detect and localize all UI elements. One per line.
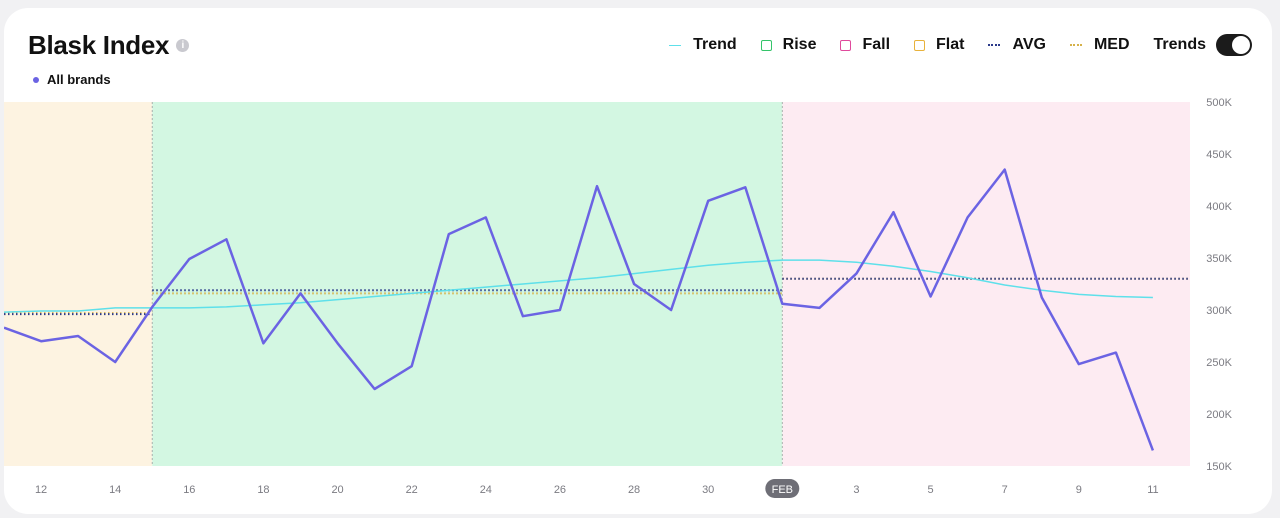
x-tick-label: 16 — [183, 484, 195, 496]
trends-toggle[interactable] — [1216, 34, 1252, 56]
legend-label-avg: AVG — [1012, 36, 1046, 53]
period-fall-area — [782, 102, 1190, 466]
trend-line-icon — [669, 44, 682, 46]
toggle-knob — [1232, 36, 1250, 54]
x-tick-label: FEB — [772, 484, 793, 496]
x-tick-label: 7 — [1002, 484, 1008, 496]
legend-item-fall[interactable]: Fall — [840, 36, 890, 54]
x-tick-label: 18 — [257, 484, 269, 496]
y-tick-label: 200K — [1206, 409, 1232, 421]
rise-box-icon — [760, 39, 772, 51]
x-tick-label: 14 — [109, 484, 121, 496]
x-tick-label: 3 — [853, 484, 859, 496]
med-dotted-line-icon — [1069, 44, 1082, 46]
x-tick-label: 26 — [554, 484, 566, 496]
line-chart: 500K 450K 400K 350K 300K 250K 200K 150K 12 14 16 18… — [4, 97, 1233, 498]
legend-item-trends-toggle[interactable]: Trends — [1154, 34, 1252, 56]
fall-box-icon — [840, 39, 852, 51]
legend-label-med: MED — [1093, 36, 1130, 53]
legend-label-trend: Trend — [693, 36, 737, 53]
avg-dotted-line-icon — [988, 44, 1001, 46]
x-tick-label: 28 — [628, 484, 640, 496]
brand-dot-icon — [33, 76, 39, 83]
x-tick-label: 24 — [480, 484, 492, 496]
x-tick-highlight — [765, 479, 800, 498]
flat-box-icon — [914, 39, 926, 51]
x-tick-label: 5 — [928, 484, 934, 496]
legend-item-trend[interactable]: Trend — [669, 36, 737, 54]
legend-item-rise[interactable]: Rise — [760, 36, 817, 54]
series-line-0 — [4, 168, 1155, 451]
legend-label-flat: Flat — [936, 36, 965, 53]
chart-title-text: Blask Index — [28, 30, 170, 60]
x-tick-label: 12 — [35, 484, 47, 496]
x-tick-label: 9 — [1076, 484, 1082, 496]
x-tick-label: 30 — [702, 484, 714, 496]
chart-card: Blask Index i All brands Trend Rise Fall… — [4, 8, 1272, 514]
x-tick-label: 20 — [331, 484, 343, 496]
y-tick-label: 450K — [1206, 149, 1232, 161]
chart-title: Blask Index i — [28, 30, 190, 61]
brand-label[interactable]: All brands — [33, 72, 111, 87]
y-tick-label: 400K — [1206, 201, 1232, 213]
legend-label-fall: Fall — [862, 36, 891, 53]
legend-item-med[interactable]: MED — [1069, 36, 1130, 54]
x-tick-label: 22 — [406, 484, 418, 496]
y-tick-label: 500K — [1206, 97, 1232, 109]
legend-label-rise: Rise — [782, 36, 817, 53]
y-tick-label: 300K — [1206, 305, 1232, 317]
x-tick-label: 11 — [1147, 484, 1158, 496]
info-icon[interactable]: i — [176, 39, 190, 52]
brand-label-text: All brands — [47, 72, 111, 87]
legend-item-flat[interactable]: Flat — [914, 36, 964, 54]
y-tick-label: 350K — [1206, 253, 1232, 265]
legend: Trend Rise Fall Flat AVG MED Trends — [669, 34, 1252, 56]
y-tick-label: 250K — [1206, 357, 1232, 369]
trends-toggle-label: Trends — [1153, 36, 1206, 53]
legend-item-avg[interactable]: AVG — [988, 36, 1046, 54]
period-flat-area — [4, 102, 153, 466]
trend-line — [4, 259, 1153, 313]
period-rise-area — [152, 102, 783, 466]
y-tick-label: 150K — [1206, 461, 1232, 473]
